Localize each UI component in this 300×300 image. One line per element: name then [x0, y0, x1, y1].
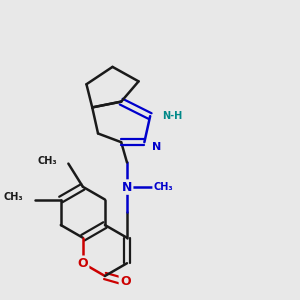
Text: CH₃: CH₃ [37, 156, 57, 166]
Text: CH₃: CH₃ [153, 182, 173, 192]
Text: CH₃: CH₃ [4, 192, 23, 202]
Text: O: O [77, 257, 88, 270]
Text: N: N [122, 181, 132, 194]
Text: O: O [120, 275, 130, 288]
Text: N-H: N-H [162, 111, 182, 121]
Text: N: N [152, 142, 161, 152]
